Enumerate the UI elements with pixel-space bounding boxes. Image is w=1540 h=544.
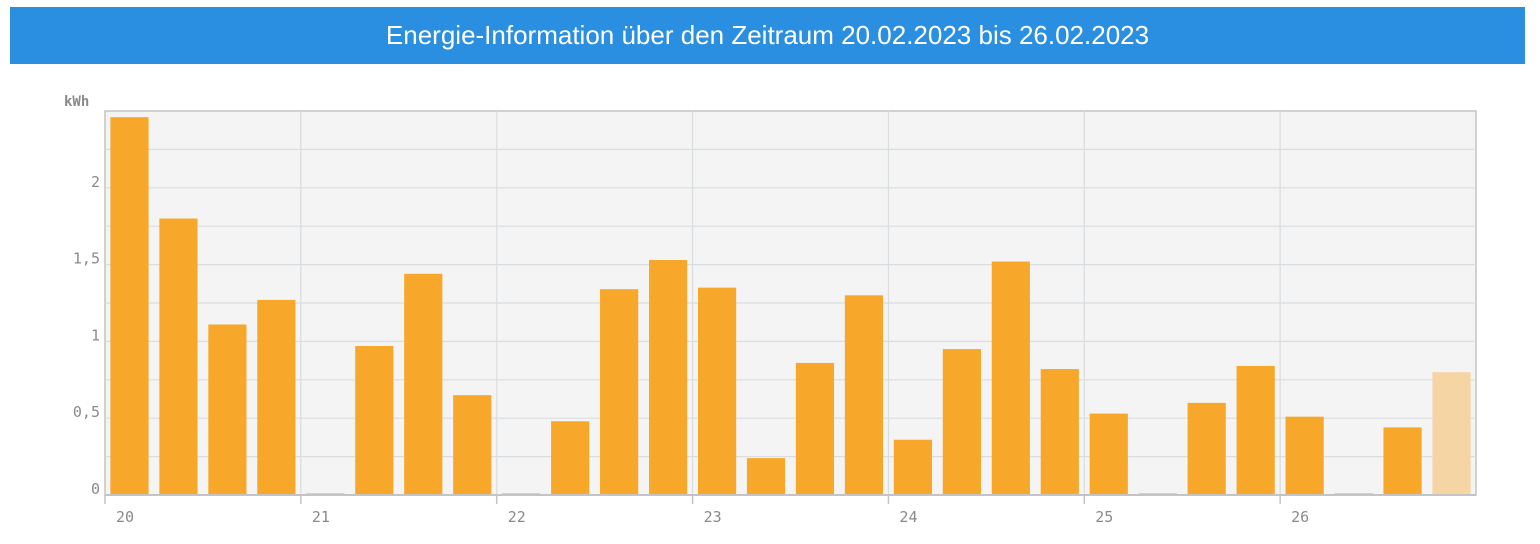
bar (795, 362, 835, 495)
x-tick-label: 23 (704, 508, 722, 526)
bar (110, 117, 149, 496)
x-tick-label: 20 (116, 508, 134, 526)
y-tick-label: 2 (91, 173, 100, 191)
y-tick-label: 1,5 (73, 250, 100, 268)
chart-title: Energie-Information über den Zeitraum 20… (385, 20, 1150, 50)
bar (942, 349, 981, 495)
bar (893, 439, 933, 495)
chart-title-header: Energie-Information über den Zeitraum 20… (10, 7, 1525, 64)
bar (991, 261, 1030, 495)
bar (697, 287, 737, 495)
bar (746, 458, 786, 495)
bar (453, 395, 492, 495)
y-tick-label: 1 (91, 326, 100, 344)
bar (648, 259, 688, 495)
x-tick-label: 24 (899, 508, 917, 526)
bar (1383, 427, 1422, 495)
x-tick-label: 26 (1291, 508, 1309, 526)
x-tick-label: 21 (312, 508, 330, 526)
y-tick-label: 0,5 (73, 403, 100, 421)
bar (1040, 369, 1079, 495)
x-tick-label: 25 (1095, 508, 1113, 526)
x-tick-label: 22 (508, 508, 526, 526)
bar (404, 273, 443, 495)
bar (1236, 365, 1275, 495)
y-axis-unit-label: kWh (64, 94, 89, 110)
bar (1432, 372, 1471, 495)
bar (208, 324, 247, 495)
bar (600, 289, 639, 495)
bar (257, 299, 296, 495)
bar (1089, 413, 1128, 495)
y-tick-label: 0 (91, 480, 100, 498)
bar (159, 218, 198, 495)
bar (1187, 402, 1226, 495)
bar (844, 295, 884, 495)
bar (551, 421, 590, 495)
bar (1285, 416, 1324, 495)
bar (355, 346, 394, 495)
